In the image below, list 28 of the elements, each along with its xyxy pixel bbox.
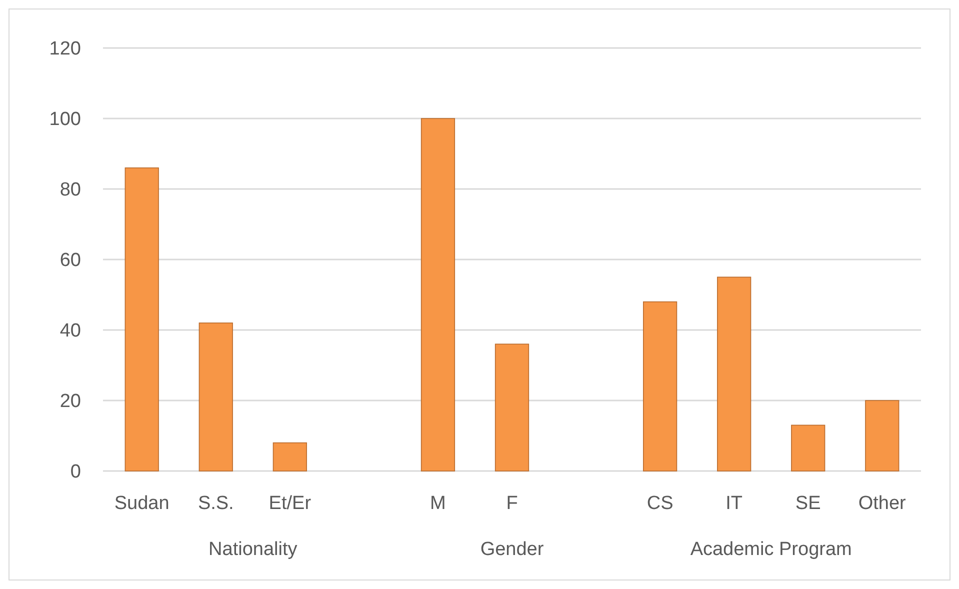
y-tick-label: 100 — [49, 109, 81, 130]
y-tick-label: 80 — [60, 180, 81, 201]
bar — [717, 276, 752, 472]
x-tick-label: M — [430, 493, 446, 514]
x-tick-label: CS — [646, 493, 674, 514]
bar — [791, 424, 826, 472]
y-tick-label: 40 — [60, 320, 81, 342]
bar — [494, 344, 530, 472]
bar — [865, 400, 900, 472]
x-tick-label: Et/Er — [268, 493, 312, 514]
y-tick-label: 60 — [60, 250, 81, 272]
bar — [420, 118, 456, 472]
y-tick-label: 20 — [60, 391, 81, 412]
bar — [124, 167, 159, 472]
y-tick-label: 120 — [49, 38, 81, 60]
x-tick-label: Sudan — [114, 493, 170, 514]
text: Academic Program — [690, 539, 852, 560]
x-tick-label: IT — [726, 493, 743, 514]
y-tick-label: 0 — [70, 462, 81, 483]
bar — [643, 301, 678, 472]
text: Gender — [480, 539, 544, 560]
x-tick-label: F — [506, 493, 518, 514]
bar — [198, 322, 233, 472]
x-tick-label: SE — [795, 493, 821, 514]
x-tick-label: Other — [858, 493, 907, 514]
x-tick-label: S.S. — [198, 493, 234, 514]
bar — [272, 442, 307, 472]
text: Nationality — [208, 539, 298, 560]
